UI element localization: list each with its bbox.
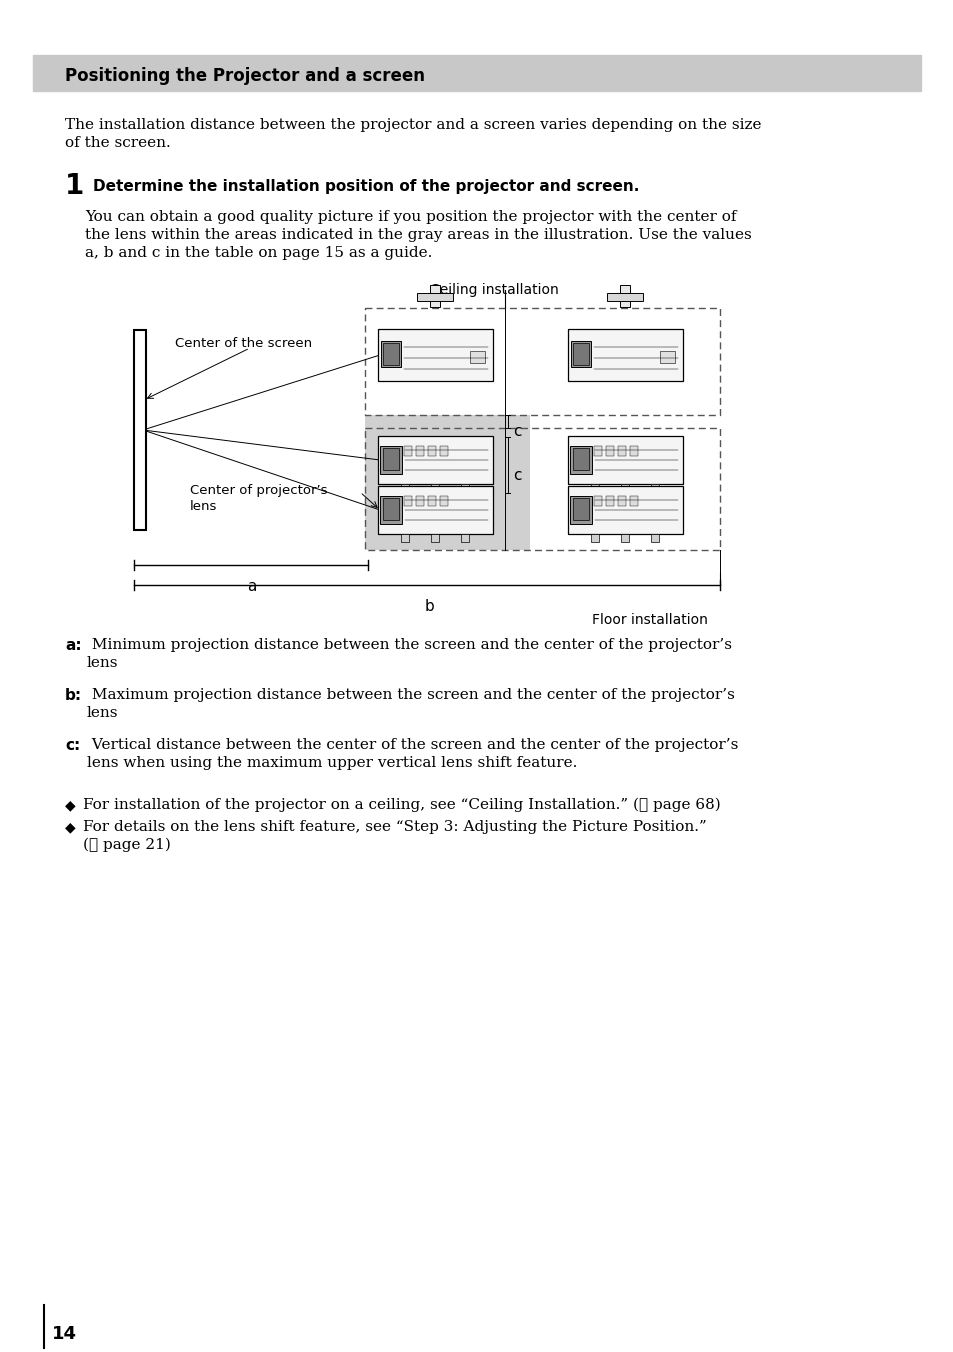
Bar (382, 448, 398, 470)
Text: ◆: ◆ (65, 798, 75, 813)
Text: The installation distance between the projector and a screen varies depending on: The installation distance between the pr… (65, 118, 760, 132)
Bar (33, 55, 920, 91)
Text: a:: a: (65, 638, 82, 653)
Bar (416, 496, 423, 506)
Text: lens: lens (190, 500, 217, 512)
Bar (659, 352, 675, 362)
Bar (590, 484, 598, 492)
Bar (416, 446, 423, 456)
Bar (571, 341, 590, 366)
Bar (416, 293, 453, 301)
Bar (377, 435, 493, 484)
Text: b:: b: (65, 688, 82, 703)
Bar (428, 496, 436, 506)
Text: of the screen.: of the screen. (65, 137, 171, 150)
Bar (400, 484, 409, 492)
Text: Center of projector’s: Center of projector’s (190, 484, 327, 498)
Bar (573, 448, 588, 470)
Bar (133, 330, 146, 530)
Bar (573, 343, 588, 365)
Bar (439, 496, 448, 506)
Bar (380, 341, 400, 366)
Text: You can obtain a good quality picture if you position the projector with the cen: You can obtain a good quality picture if… (85, 210, 736, 224)
Bar (431, 484, 438, 492)
Bar (400, 534, 409, 542)
Bar (377, 485, 493, 534)
Bar (594, 446, 601, 456)
Bar (620, 534, 628, 542)
Text: c: c (513, 468, 521, 483)
Bar (403, 446, 412, 456)
Text: Vertical distance between the center of the screen and the center of the project: Vertical distance between the center of … (87, 738, 738, 752)
Bar (377, 329, 493, 381)
Bar (594, 496, 601, 506)
Text: 14: 14 (52, 1325, 77, 1343)
Text: For details on the lens shift feature, see “Step 3: Adjusting the Picture Positi: For details on the lens shift feature, s… (83, 821, 706, 834)
Bar (403, 496, 412, 506)
Text: ◆: ◆ (65, 821, 75, 834)
Bar (619, 285, 629, 307)
Text: a: a (247, 579, 256, 594)
Bar (567, 435, 682, 484)
Bar (431, 534, 438, 542)
Bar (605, 496, 614, 506)
Text: Minimum projection distance between the screen and the center of the projector’s: Minimum projection distance between the … (87, 638, 731, 652)
Text: b: b (425, 599, 435, 614)
Text: c:: c: (65, 738, 80, 753)
Bar (379, 496, 401, 525)
Bar (365, 415, 530, 550)
Bar (573, 498, 588, 521)
Bar (605, 446, 614, 456)
Bar (620, 484, 628, 492)
Text: Maximum projection distance between the screen and the center of the projector’s: Maximum projection distance between the … (87, 688, 734, 702)
Text: a, b and c in the table on page 15 as a guide.: a, b and c in the table on page 15 as a … (85, 246, 432, 260)
Text: the lens within the areas indicated in the gray areas in the illustration. Use t: the lens within the areas indicated in t… (85, 228, 751, 242)
Bar (567, 329, 682, 381)
Text: Ceiling installation: Ceiling installation (430, 283, 558, 297)
Text: For installation of the projector on a ceiling, see “Ceiling Installation.” (⓹ p: For installation of the projector on a c… (83, 798, 720, 813)
Bar (567, 485, 682, 534)
Text: lens: lens (87, 656, 118, 671)
Text: Floor installation: Floor installation (592, 612, 707, 627)
Bar (590, 534, 598, 542)
Bar (439, 446, 448, 456)
Bar (618, 496, 625, 506)
Bar (606, 293, 642, 301)
Bar (569, 496, 592, 525)
Bar (379, 446, 401, 475)
Bar (382, 343, 398, 365)
Text: (⓹ page 21): (⓹ page 21) (83, 838, 171, 852)
Bar (470, 352, 484, 362)
Bar (428, 446, 436, 456)
Bar (650, 484, 659, 492)
Bar (382, 498, 398, 521)
Bar (650, 534, 659, 542)
Text: 1: 1 (65, 172, 84, 200)
Bar (569, 446, 592, 475)
Text: lens: lens (87, 706, 118, 721)
Bar (618, 446, 625, 456)
Text: Positioning the Projector and a screen: Positioning the Projector and a screen (65, 68, 424, 85)
Bar (430, 285, 439, 307)
Bar (460, 534, 469, 542)
Bar (460, 484, 469, 492)
Bar (629, 446, 638, 456)
Text: Determine the installation position of the projector and screen.: Determine the installation position of t… (92, 178, 639, 193)
Bar (629, 496, 638, 506)
Text: Center of the screen: Center of the screen (174, 337, 312, 350)
Text: c: c (513, 425, 521, 439)
Text: lens when using the maximum upper vertical lens shift feature.: lens when using the maximum upper vertic… (87, 756, 577, 771)
